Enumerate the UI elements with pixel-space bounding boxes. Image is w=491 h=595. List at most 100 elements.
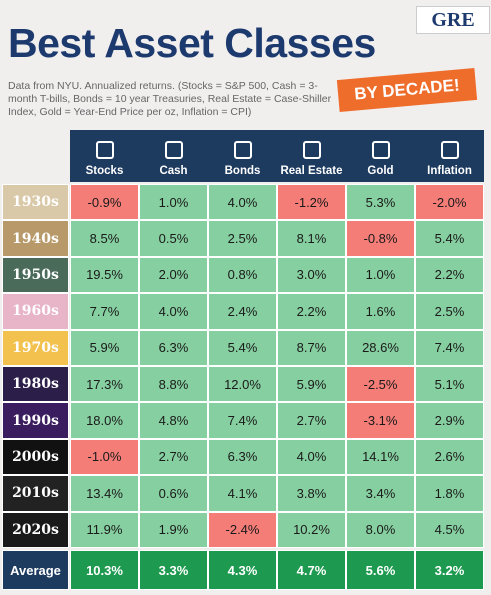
header-row [70,130,484,182]
data-cell: -0.9% [70,184,139,221]
data-cell: 5.4% [208,329,277,366]
data-cell: 7.7% [70,293,139,330]
data-cell: 5.9% [70,329,139,366]
data-cell: 1.9% [139,511,208,548]
column-header: Inflation [415,130,484,182]
row-label: 1960s [2,293,69,330]
row-label: 2000s [2,438,69,476]
data-cell: 3.4% [346,475,415,512]
badge: BY DECADE! [336,68,478,112]
column-header: Gold [346,130,415,182]
column-icon [95,141,114,159]
data-cell: 4.7% [277,550,346,590]
data-cell: 4.3% [208,550,277,590]
data-cell: 10.3% [70,550,139,590]
column-label: Stocks [85,165,124,177]
logo: GRE [416,6,490,34]
column-header: Cash [139,130,208,182]
row-label: 1980s [2,366,69,403]
column-label: Real Estate [280,165,343,177]
data-cell: 5.6% [346,550,415,590]
row-label: 1990s [2,402,69,439]
subtitle: Data from NYU. Annualized returns. (Stoc… [8,80,332,118]
data-cell: 1.8% [415,475,484,512]
column-header: Bonds [208,130,277,182]
data-cell: -1.0% [70,438,139,476]
data-cell: 2.9% [415,402,484,439]
data-cell: -2.4% [208,511,277,548]
data-cell: 13.4% [70,475,139,512]
data-cell: 1.0% [346,256,415,294]
data-cell: -2.5% [346,366,415,403]
data-cell: 2.2% [277,293,346,330]
data-cell: 6.3% [139,329,208,366]
data-cell: 8.1% [277,220,346,257]
column-icon [164,141,183,159]
data-cell: 12.0% [208,366,277,403]
column-icon [440,141,459,159]
column-label: Gold [367,165,394,177]
data-cell: 3.8% [277,475,346,512]
data-cell: 0.5% [139,220,208,257]
data-cell: 4.8% [139,402,208,439]
data-cell: 8.0% [346,511,415,548]
column-header: Real Estate [277,130,346,182]
data-cell: 17.3% [70,366,139,403]
data-cell: 10.2% [277,511,346,548]
data-cell: 2.4% [208,293,277,330]
data-cell: 1.6% [346,293,415,330]
data-cell: 5.3% [346,184,415,221]
row-label: 1930s [2,184,69,221]
data-cell: 2.0% [139,256,208,294]
row-label: 2010s [2,475,69,512]
data-cell: 5.4% [415,220,484,257]
row-label: 1950s [2,256,69,294]
data-cell: 4.5% [415,511,484,548]
data-cell: 0.6% [139,475,208,512]
data-cell: 2.7% [139,438,208,476]
data-cell: 0.8% [208,256,277,294]
data-cell: 7.4% [208,402,277,439]
column-icon [302,141,321,159]
data-cell: 19.5% [70,256,139,294]
data-cell: 3.3% [139,550,208,590]
column-label: Inflation [427,165,472,177]
data-cell: 11.9% [70,511,139,548]
row-label: 2020s [2,511,69,548]
data-cell: 28.6% [346,329,415,366]
column-icon [233,141,252,159]
data-cell: 4.0% [208,184,277,221]
row-label: Average [2,550,69,590]
data-cell: 8.7% [277,329,346,366]
data-cell: 3.2% [415,550,484,590]
data-cell: 8.8% [139,366,208,403]
column-label: Bonds [224,165,261,177]
data-cell: 2.6% [415,438,484,476]
data-cell: 2.5% [415,293,484,330]
data-cell: 2.7% [277,402,346,439]
data-cell: 3.0% [277,256,346,294]
data-cell: 14.1% [346,438,415,476]
data-cell: -3.1% [346,402,415,439]
row-label: 1970s [2,329,69,366]
data-cell: 7.4% [415,329,484,366]
column-header: Stocks [70,130,139,182]
data-cell: 8.5% [70,220,139,257]
data-cell: -1.2% [277,184,346,221]
data-cell: 5.1% [415,366,484,403]
data-cell: 4.1% [208,475,277,512]
data-cell: -0.8% [346,220,415,257]
data-cell: 5.9% [277,366,346,403]
data-cell: 1.0% [139,184,208,221]
data-cell: 2.2% [415,256,484,294]
data-cell: 18.0% [70,402,139,439]
data-cell: 4.0% [277,438,346,476]
title: Best Asset Classes [8,20,376,66]
row-label: 1940s [2,220,69,257]
data-cell: 4.0% [139,293,208,330]
data-cell: 6.3% [208,438,277,476]
column-icon [371,141,390,159]
data-cell: -2.0% [415,184,484,221]
data-cell: 2.5% [208,220,277,257]
column-label: Cash [159,165,188,177]
